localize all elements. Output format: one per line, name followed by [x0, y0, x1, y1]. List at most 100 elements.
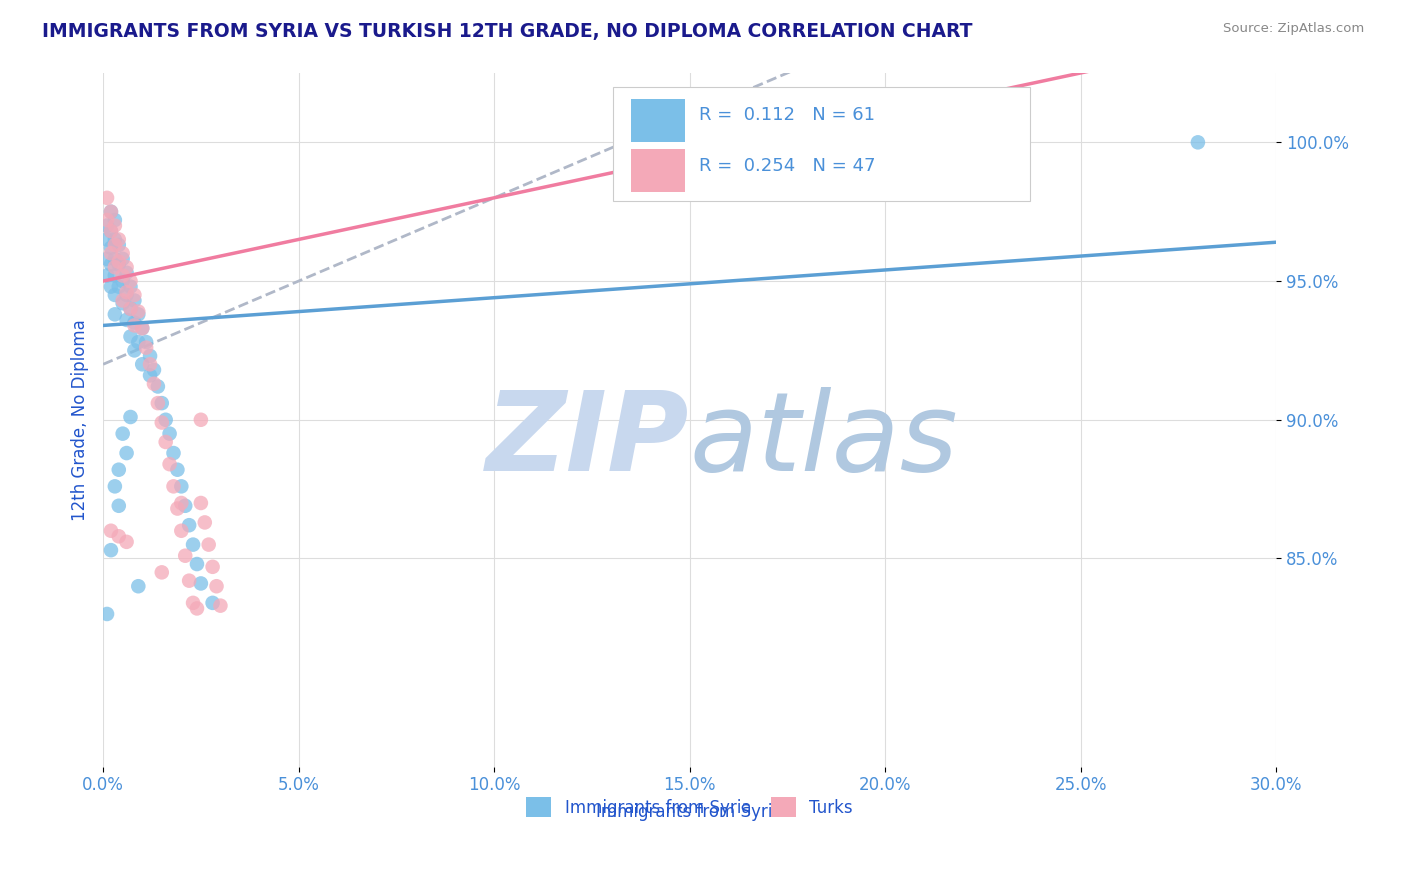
Point — [100, 241, 122, 255]
Point — [115, 313, 138, 327]
Point — [107, 238, 129, 252]
Point — [96, 268, 118, 283]
FancyBboxPatch shape — [613, 87, 1029, 202]
Point — [143, 363, 166, 377]
Point — [96, 607, 118, 621]
Point — [111, 426, 134, 441]
Point — [104, 260, 127, 275]
Point — [100, 204, 122, 219]
Point — [179, 518, 201, 533]
Text: atlas: atlas — [689, 387, 959, 494]
Point — [104, 268, 127, 283]
Point — [100, 246, 122, 260]
Point — [131, 321, 153, 335]
Point — [127, 579, 149, 593]
Point — [155, 434, 177, 449]
FancyBboxPatch shape — [631, 149, 685, 193]
X-axis label: Immigrants from Syria: Immigrants from Syria — [596, 803, 783, 821]
Point — [111, 296, 134, 310]
Point — [111, 268, 134, 283]
Point — [104, 238, 127, 252]
Point — [100, 524, 122, 538]
Point — [179, 574, 201, 588]
Point — [197, 538, 219, 552]
Point — [131, 321, 153, 335]
Point — [96, 219, 118, 233]
Point — [120, 279, 142, 293]
Point — [190, 496, 212, 510]
Point — [186, 557, 208, 571]
Point — [115, 534, 138, 549]
Point — [107, 463, 129, 477]
Point — [205, 579, 228, 593]
Point — [146, 396, 169, 410]
Point — [1187, 136, 1209, 150]
Point — [190, 413, 212, 427]
Point — [127, 304, 149, 318]
Point — [104, 479, 127, 493]
Point — [100, 257, 122, 271]
Point — [115, 260, 138, 275]
Point — [150, 566, 173, 580]
Point — [107, 499, 129, 513]
Point — [166, 501, 188, 516]
Point — [124, 293, 146, 308]
Point — [150, 396, 173, 410]
Point — [111, 274, 134, 288]
Point — [120, 409, 142, 424]
FancyBboxPatch shape — [631, 99, 685, 142]
Point — [120, 329, 142, 343]
Point — [107, 257, 129, 271]
Point — [124, 316, 146, 330]
Point — [190, 576, 212, 591]
Point — [201, 596, 224, 610]
Point — [115, 266, 138, 280]
Point — [104, 232, 127, 246]
Point — [96, 252, 118, 266]
Point — [100, 204, 122, 219]
Point — [186, 601, 208, 615]
Point — [139, 368, 162, 383]
Point — [135, 335, 157, 350]
Point — [111, 252, 134, 266]
Point — [100, 279, 122, 293]
Point — [139, 349, 162, 363]
Point — [96, 213, 118, 227]
Point — [104, 307, 127, 321]
Point — [155, 413, 177, 427]
Legend: Immigrants from Syria, Turks: Immigrants from Syria, Turks — [520, 790, 859, 824]
Point — [104, 219, 127, 233]
Point — [150, 416, 173, 430]
Point — [104, 288, 127, 302]
Point — [96, 232, 118, 246]
Point — [124, 343, 146, 358]
Text: ZIP: ZIP — [486, 387, 689, 494]
Point — [107, 232, 129, 246]
Point — [159, 426, 181, 441]
Point — [201, 559, 224, 574]
Point — [127, 307, 149, 321]
Point — [100, 543, 122, 558]
Point — [209, 599, 232, 613]
Point — [174, 499, 197, 513]
Point — [174, 549, 197, 563]
Point — [181, 596, 204, 610]
Point — [111, 293, 134, 308]
Point — [120, 274, 142, 288]
Point — [96, 191, 118, 205]
Point — [120, 301, 142, 316]
Point — [181, 538, 204, 552]
Point — [124, 288, 146, 302]
Point — [139, 357, 162, 371]
Point — [107, 279, 129, 293]
Point — [146, 379, 169, 393]
Point — [170, 479, 193, 493]
Point — [143, 376, 166, 391]
Point — [124, 318, 146, 333]
Point — [166, 463, 188, 477]
Text: R =  0.254   N = 47: R = 0.254 N = 47 — [699, 157, 876, 175]
Point — [104, 213, 127, 227]
Text: IMMIGRANTS FROM SYRIA VS TURKISH 12TH GRADE, NO DIPLOMA CORRELATION CHART: IMMIGRANTS FROM SYRIA VS TURKISH 12TH GR… — [42, 22, 973, 41]
Y-axis label: 12th Grade, No Diploma: 12th Grade, No Diploma — [72, 319, 89, 521]
Point — [115, 446, 138, 460]
